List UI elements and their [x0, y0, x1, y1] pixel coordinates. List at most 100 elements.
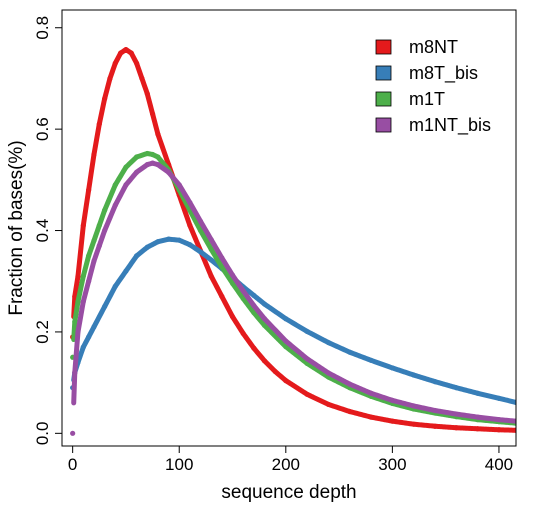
data-point	[411, 403, 417, 409]
data-point	[102, 303, 108, 310]
data-point	[251, 310, 257, 316]
data-point	[197, 218, 204, 225]
data-point	[112, 60, 118, 66]
data-point	[496, 395, 502, 401]
data-point	[176, 182, 182, 188]
data-point	[325, 339, 332, 346]
legend-swatch	[375, 65, 392, 81]
data-point	[144, 244, 150, 250]
x-tick-label: 0	[68, 455, 77, 474]
data-point	[112, 283, 118, 289]
data-point	[325, 370, 332, 376]
data-point	[240, 330, 246, 337]
data-point	[219, 264, 225, 270]
data-point	[368, 390, 374, 396]
y-tick-label: 0.4	[33, 219, 52, 243]
data-point	[112, 182, 118, 188]
data-point	[475, 414, 481, 420]
legend-label: m1T	[409, 89, 445, 109]
legend: m8NT m8T_bis m1T m1NT_bis	[375, 37, 491, 136]
data-point	[432, 379, 438, 385]
data-point	[389, 365, 395, 371]
data-point	[513, 427, 516, 433]
data-point	[272, 368, 278, 375]
legend-item: m1T	[375, 89, 445, 109]
data-point	[165, 236, 172, 242]
data-point	[86, 334, 92, 340]
data-point	[251, 292, 257, 299]
data-point	[261, 322, 268, 328]
data-point	[155, 239, 161, 245]
data-point	[389, 397, 395, 403]
data-point	[368, 414, 374, 420]
legend-swatch	[375, 91, 392, 107]
data-point	[251, 302, 257, 309]
data-point	[144, 162, 150, 168]
data-point	[80, 273, 86, 279]
data-point	[96, 222, 102, 229]
data-point	[86, 278, 92, 284]
data-point	[118, 50, 124, 56]
data-point	[123, 164, 129, 170]
data-point	[72, 369, 78, 376]
x-tick-label: 300	[378, 455, 406, 474]
data-point	[389, 418, 395, 424]
data-point	[432, 407, 438, 414]
data-point	[134, 60, 140, 66]
data-point	[304, 328, 310, 335]
data-point	[496, 417, 502, 423]
data-point	[513, 418, 516, 424]
data-point	[229, 280, 236, 286]
data-point	[80, 222, 86, 229]
data-point	[475, 390, 481, 396]
data-point	[325, 401, 332, 408]
data-point	[134, 169, 140, 175]
data-point	[229, 314, 236, 320]
data-point	[75, 298, 81, 305]
data-point	[197, 249, 204, 255]
legend-label: m8T_bis	[409, 63, 478, 84]
y-axis-title: Fraction of bases(%)	[6, 140, 27, 315]
data-point	[96, 243, 102, 249]
legend-item: m8T_bis	[375, 63, 478, 84]
legend-item: m8NT	[375, 37, 458, 57]
data-point	[453, 385, 459, 391]
data-point	[139, 75, 145, 82]
data-point	[219, 293, 225, 300]
series-m8NT	[70, 46, 516, 433]
data-point	[80, 298, 86, 305]
data-points	[70, 46, 516, 436]
data-point	[134, 253, 140, 259]
data-point	[155, 162, 161, 168]
data-point	[102, 227, 108, 234]
data-point	[432, 423, 438, 429]
data-point	[80, 344, 86, 350]
data-point	[208, 273, 214, 279]
series-m8T_bis	[70, 236, 516, 405]
series-m1NT_bis	[70, 160, 516, 436]
data-point	[261, 358, 268, 364]
data-point	[475, 426, 481, 432]
series-line	[71, 150, 516, 426]
data-point	[123, 268, 129, 274]
data-point	[176, 237, 182, 243]
data-point	[240, 288, 246, 294]
data-point	[283, 378, 289, 384]
data-point	[496, 427, 502, 433]
legend-label: m1NT_bis	[409, 115, 491, 136]
data-point	[304, 391, 310, 397]
data-point	[144, 91, 150, 97]
data-point	[208, 237, 214, 243]
data-point	[123, 182, 129, 188]
axes: 0 100 200 300 400 0.0 0.2 0.4 0.6 0.8 sequence dep…	[6, 9, 517, 503]
data-point	[187, 222, 193, 229]
data-point	[304, 356, 310, 362]
data-point	[96, 121, 102, 127]
data-point	[91, 258, 97, 264]
series-line	[71, 47, 516, 433]
data-point	[368, 357, 374, 363]
data-point	[72, 293, 78, 300]
data-point	[155, 154, 161, 160]
data-point	[347, 408, 353, 415]
